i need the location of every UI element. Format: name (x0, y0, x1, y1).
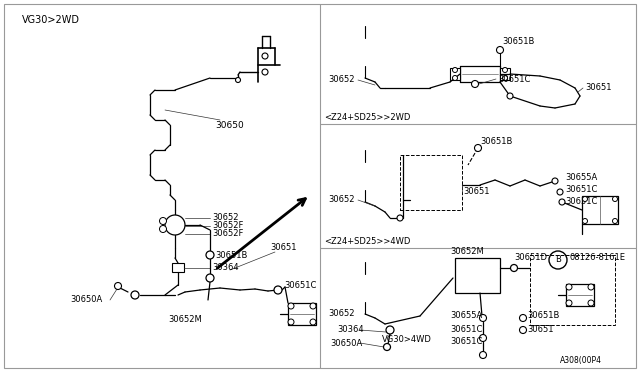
Circle shape (206, 274, 214, 282)
Circle shape (511, 264, 518, 272)
Circle shape (507, 93, 513, 99)
Circle shape (115, 282, 122, 289)
Circle shape (159, 225, 166, 232)
Text: 30651D: 30651D (514, 253, 547, 262)
Text: 30651C: 30651C (284, 280, 316, 289)
Circle shape (472, 80, 479, 87)
Text: 30651: 30651 (463, 187, 490, 196)
Circle shape (262, 53, 268, 59)
Text: 30655A: 30655A (565, 173, 597, 183)
Circle shape (497, 46, 504, 54)
Circle shape (557, 189, 563, 195)
Circle shape (165, 215, 185, 235)
Text: A308(00P4: A308(00P4 (560, 356, 602, 365)
Circle shape (262, 69, 268, 75)
Text: 30652: 30652 (328, 308, 355, 317)
Circle shape (474, 144, 481, 151)
Text: 30651: 30651 (270, 244, 296, 253)
Text: 30652F: 30652F (212, 230, 243, 238)
Circle shape (582, 196, 588, 202)
Circle shape (159, 218, 166, 224)
Text: 30651B: 30651B (527, 311, 559, 321)
Text: <Z24+SD25>>4WD: <Z24+SD25>>4WD (324, 237, 410, 246)
Text: 30652M: 30652M (168, 315, 202, 324)
Text: 30651C: 30651C (565, 198, 597, 206)
Circle shape (582, 218, 588, 224)
Text: 30651C: 30651C (565, 186, 597, 195)
Bar (450, 68, 460, 80)
Bar (500, 68, 510, 80)
Circle shape (566, 300, 572, 306)
Bar (400, 155, 462, 210)
Bar (172, 263, 184, 272)
Bar (566, 284, 594, 306)
Circle shape (452, 67, 458, 73)
Text: VG30>4WD: VG30>4WD (382, 336, 432, 344)
Text: 30651: 30651 (527, 324, 554, 334)
Circle shape (588, 284, 594, 290)
Text: 30655A: 30655A (450, 311, 483, 321)
Text: 30364: 30364 (337, 326, 364, 334)
Circle shape (552, 178, 558, 184)
Circle shape (559, 199, 565, 205)
Circle shape (236, 77, 241, 83)
Circle shape (479, 314, 486, 321)
Circle shape (502, 76, 508, 80)
Circle shape (274, 286, 282, 294)
Text: 30652: 30652 (212, 214, 239, 222)
Circle shape (206, 251, 214, 259)
Bar (288, 303, 316, 325)
Text: 30651: 30651 (585, 83, 611, 93)
Text: VG30>2WD: VG30>2WD (22, 15, 80, 25)
Text: 30651C: 30651C (498, 74, 531, 83)
Circle shape (612, 218, 618, 224)
Text: 08126-8161E: 08126-8161E (570, 253, 626, 263)
Text: 30650: 30650 (215, 121, 244, 129)
Circle shape (502, 67, 508, 73)
Bar (455, 258, 500, 293)
Text: 30651B: 30651B (502, 38, 534, 46)
Text: B: B (555, 256, 561, 264)
Text: 30652F: 30652F (212, 221, 243, 231)
Circle shape (397, 215, 403, 221)
Text: 30650A: 30650A (70, 295, 102, 305)
Circle shape (566, 284, 572, 290)
Text: 30651B: 30651B (480, 138, 513, 147)
Text: 30364: 30364 (212, 263, 239, 273)
Bar (582, 196, 618, 224)
Text: 30651B: 30651B (215, 250, 248, 260)
Circle shape (588, 300, 594, 306)
Circle shape (131, 291, 139, 299)
Circle shape (386, 326, 394, 334)
Text: <Z24+SD25>>2WD: <Z24+SD25>>2WD (324, 112, 410, 122)
Circle shape (288, 319, 294, 325)
Text: 30652M: 30652M (450, 247, 484, 257)
Text: 30651C: 30651C (450, 324, 483, 334)
Circle shape (310, 319, 316, 325)
Text: 30652: 30652 (328, 76, 355, 84)
Circle shape (520, 314, 527, 321)
Circle shape (288, 303, 294, 309)
Circle shape (383, 343, 390, 350)
Circle shape (520, 327, 527, 334)
Text: 30652: 30652 (328, 196, 355, 205)
Circle shape (452, 76, 458, 80)
Circle shape (479, 334, 486, 341)
Circle shape (479, 352, 486, 359)
Circle shape (612, 196, 618, 202)
Text: 30651C: 30651C (450, 337, 483, 346)
Text: 30650A: 30650A (330, 339, 362, 347)
Bar (530, 255, 615, 325)
Circle shape (310, 303, 316, 309)
